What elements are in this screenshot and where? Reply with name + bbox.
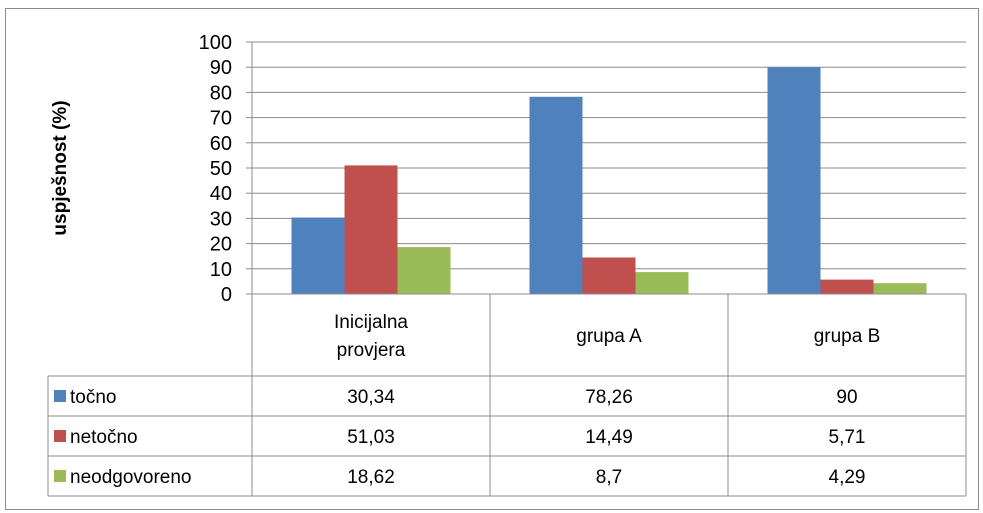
data-label: 90 bbox=[836, 387, 857, 408]
bar-neodgovoreno bbox=[397, 247, 451, 294]
bar-netočno bbox=[820, 279, 874, 294]
y-tick-label: 100 bbox=[199, 32, 232, 54]
bar-neodgovoreno bbox=[635, 272, 689, 294]
y-tick-label: 60 bbox=[210, 133, 232, 155]
y-tick-label: 20 bbox=[210, 234, 232, 256]
y-axis-label: uspješnost (%) bbox=[50, 100, 71, 235]
data-label: 5,71 bbox=[829, 427, 866, 448]
data-label: 4,29 bbox=[829, 467, 866, 488]
data-label: 14,49 bbox=[585, 427, 633, 448]
y-tick-label: 90 bbox=[210, 57, 232, 79]
axis: 0 10 20 30 40 50 60 70 80 90 100 bbox=[199, 32, 253, 306]
bar-točno bbox=[767, 67, 821, 294]
legend-key bbox=[54, 430, 66, 442]
category-label: provjera bbox=[337, 340, 406, 361]
category-label: grupa B bbox=[814, 326, 881, 347]
data-label: 30,34 bbox=[347, 387, 395, 408]
legend-key bbox=[54, 470, 66, 482]
y-tick-label: 50 bbox=[210, 158, 232, 180]
data-label: 18,62 bbox=[347, 467, 395, 488]
bars bbox=[291, 67, 927, 295]
legend-label: netočno bbox=[70, 427, 138, 448]
y-tick-label: 0 bbox=[221, 284, 232, 306]
y-tick-label: 70 bbox=[210, 108, 232, 130]
data-table: Inicijalna provjera grupa A grupa B točno 30,… bbox=[47, 293, 967, 497]
legend-label: neodgovoreno bbox=[70, 467, 192, 488]
category-label: grupa A bbox=[576, 326, 642, 347]
bar-točno bbox=[529, 96, 583, 295]
legend-label: točno bbox=[70, 387, 116, 408]
bar-netočno bbox=[582, 257, 636, 294]
bar-točno bbox=[291, 217, 345, 294]
bar-neodgovoreno bbox=[873, 283, 927, 294]
data-label: 78,26 bbox=[585, 387, 633, 408]
data-label: 51,03 bbox=[347, 427, 395, 448]
y-tick-label: 10 bbox=[210, 259, 232, 281]
y-tick-label: 30 bbox=[210, 208, 232, 230]
y-tick-label: 80 bbox=[210, 82, 232, 104]
bar-netočno bbox=[344, 165, 398, 294]
category-label: Inicijalna bbox=[334, 312, 408, 333]
legend-key bbox=[54, 390, 66, 402]
y-tick-label: 40 bbox=[210, 183, 232, 205]
data-label: 8,7 bbox=[596, 467, 622, 488]
